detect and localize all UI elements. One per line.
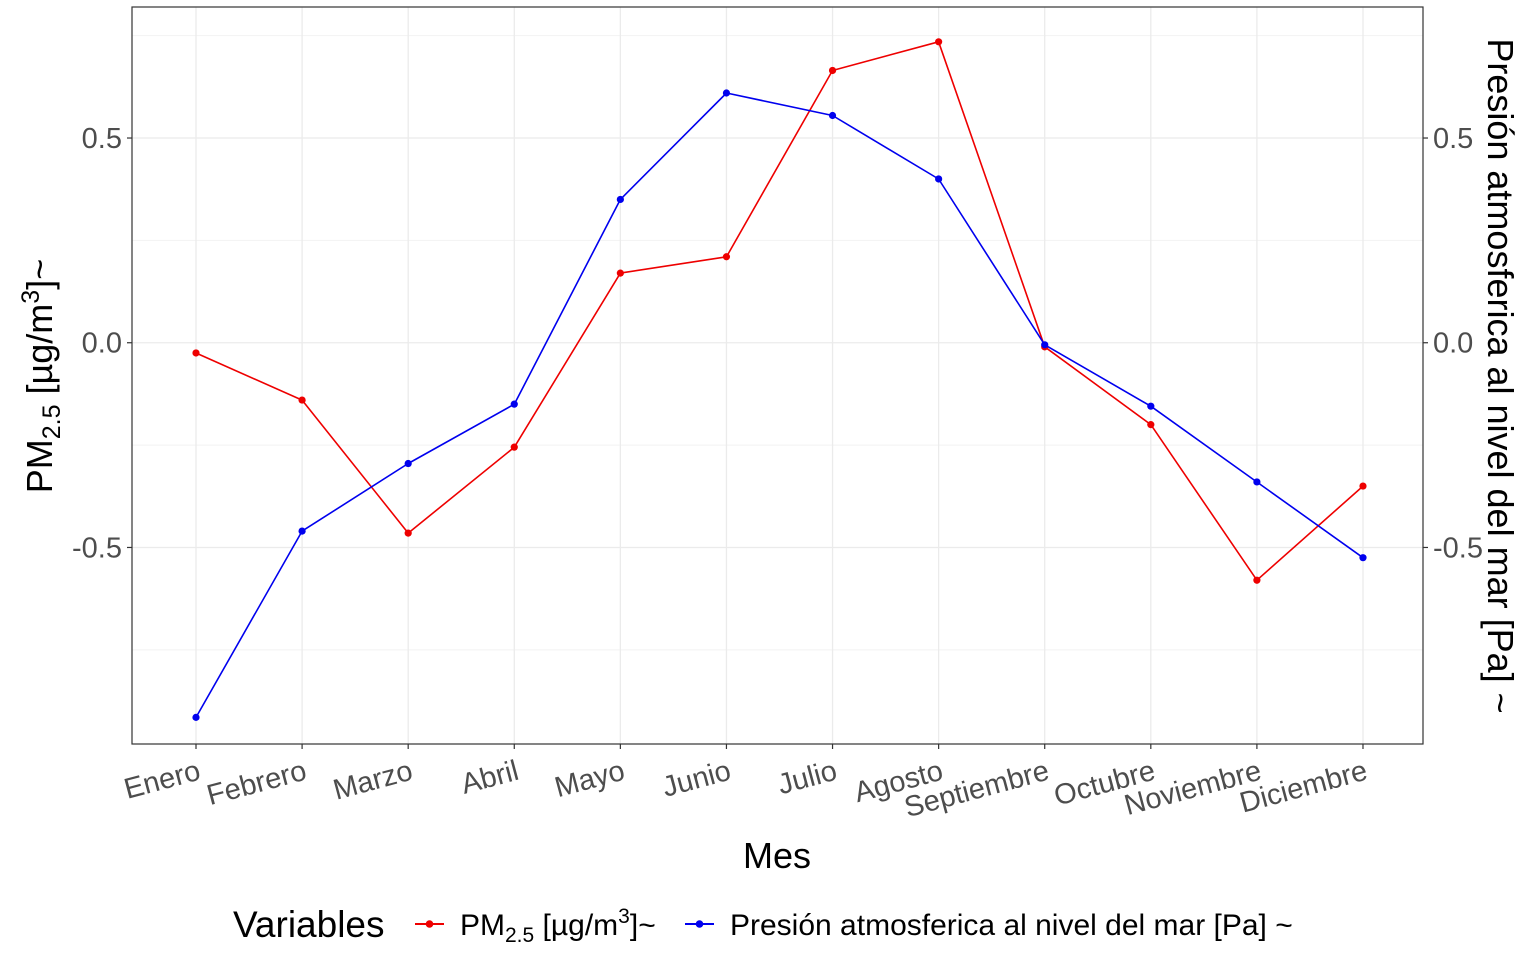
x-tick-label: Mayo [551,755,628,804]
x-tick-label: Julio [774,755,840,801]
y-tick-label-left: 0.0 [82,328,122,360]
x-tick-label: Abril [458,755,522,801]
data-point-pm25 [1359,482,1367,490]
x-axis-title: Mes [743,835,811,876]
y-axis-title-left: PM2.5 [µg/m3]~ [17,259,66,493]
y-tick-label-right: 0.0 [1433,328,1473,360]
data-point-presion [192,713,200,721]
y-left-sub: 2.5 [38,404,66,439]
data-point-pm25 [616,269,624,277]
y-left-sup: 3 [17,290,45,304]
legend-key-pm25-point [425,920,434,928]
plot-panel-border [131,6,1424,745]
data-point-presion [1359,554,1367,562]
legend-pm-sup: 3 [618,905,630,928]
grid-layer [132,7,1423,744]
series-line-pm25 [195,40,1364,582]
x-tick-label: Febrero [204,755,310,812]
data-point-presion [616,195,624,204]
axis-layer: -0.5 -0.5 0.0 0.0 0.5 0.5 Enero Febrero Marzo Abr… [72,123,1483,824]
data-point-pm25 [1253,576,1261,584]
series-line-presion [195,92,1364,718]
legend-key-presion-point [695,920,704,928]
legend-title: Variables [233,904,385,945]
y-left-base: PM [19,439,60,493]
data-point-pm25 [1147,421,1155,429]
legend-label-pm25: PM2.5 [µg/m3]~ [460,905,656,947]
y-left-end: ]~ [19,259,60,290]
legend-pm-mid: [µg/m [534,909,618,942]
series-layer [192,38,1367,721]
data-point-pm25 [192,349,200,357]
data-point-presion [510,400,518,408]
data-point-presion [298,527,306,535]
legend-key-pm25 [415,920,444,928]
y-tick-label-right: -0.5 [1433,532,1483,564]
legend-pm-sub: 2.5 [505,924,534,947]
data-point-pm25 [510,443,518,451]
y-axis-title-right: Presión atmosferica al nivel del mar [Pa… [1480,38,1521,713]
x-tick-label: Junio [659,755,734,804]
data-point-pm25 [935,38,943,46]
y-left-mid: [µg/m [19,304,60,405]
legend-pm-end: ]~ [630,909,656,942]
data-point-presion [1147,402,1155,410]
data-point-pm25 [722,253,731,261]
data-point-presion [1041,341,1049,349]
y-tick-label-left: -0.5 [72,532,122,564]
legend-pm-base: PM [460,909,505,942]
data-point-pm25 [404,529,412,537]
legend-key-presion [685,920,714,928]
legend-label-presion: Presión atmosferica al nivel del mar [Pa… [730,909,1293,942]
data-point-pm25 [828,66,837,75]
x-tick-label: Marzo [330,755,416,807]
data-point-presion [404,459,412,468]
y-tick-label-right: 0.5 [1433,123,1473,155]
data-point-presion [1253,478,1261,486]
data-point-presion [722,89,731,97]
data-point-presion [828,111,837,120]
y-tick-label-left: 0.5 [82,123,122,155]
legend: Variables PM2.5 [µg/m3]~ Presión atmosfe… [233,904,1293,947]
data-point-pm25 [298,396,306,404]
data-point-presion [935,175,943,183]
x-tick-label: Enero [121,755,204,806]
